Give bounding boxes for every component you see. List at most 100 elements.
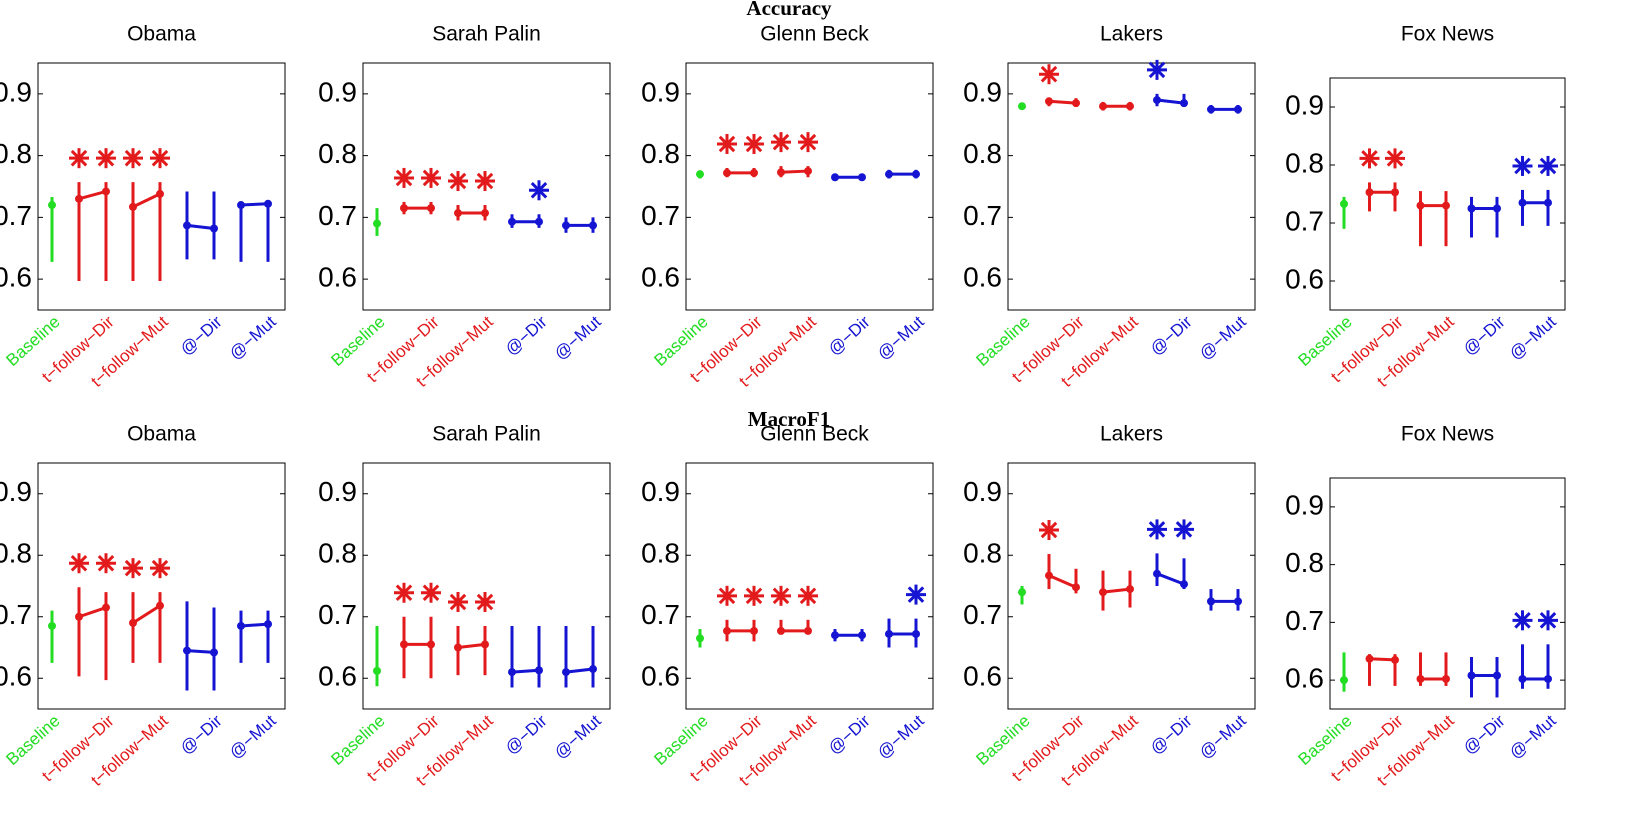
y-tick-label: 0.7 (963, 200, 1002, 231)
plot-frame (1329, 77, 1566, 311)
panel-title: Glenn Beck (760, 23, 869, 46)
category-label: @−Mut (874, 312, 928, 363)
y-tick-label: 0.6 (0, 262, 32, 293)
point (1099, 588, 1107, 597)
series-line (132, 604, 161, 625)
category-label: @−Dir (1460, 312, 1509, 359)
point (1518, 674, 1527, 683)
point (1391, 655, 1399, 664)
point (1180, 99, 1188, 108)
point (750, 626, 758, 635)
series-line (1048, 99, 1077, 105)
series-line (1102, 587, 1131, 594)
star-stroke (476, 593, 494, 611)
point (589, 665, 597, 674)
y-tick-label: 0.9 (963, 76, 1002, 107)
point (75, 194, 83, 203)
star-stroke (718, 135, 736, 153)
y-tick-label: 0.7 (318, 599, 357, 630)
plot-frame (1007, 62, 1256, 311)
y-tick-label: 0.9 (963, 476, 1002, 507)
significance-star (744, 133, 764, 154)
point (696, 170, 704, 179)
star-stroke (745, 135, 763, 153)
category-label: @−Mut (551, 711, 605, 762)
category-label: @−Dir (1147, 312, 1196, 359)
series-line (132, 192, 161, 209)
point (373, 666, 381, 675)
significance-star (771, 585, 791, 606)
significance-star (1385, 148, 1405, 169)
point (1045, 97, 1053, 106)
point (1467, 671, 1476, 680)
star-stroke (799, 133, 817, 151)
star-stroke (907, 586, 925, 603)
point (1467, 204, 1476, 213)
star-stroke (1175, 521, 1193, 538)
point (912, 629, 920, 638)
point (1153, 569, 1161, 578)
point (1180, 580, 1188, 589)
panel-title: Sarah Palin (432, 423, 541, 446)
panel-title: Glenn Beck (760, 423, 869, 446)
panel-title: Fox News (1401, 423, 1494, 446)
y-tick-label: 0.7 (318, 200, 357, 231)
significance-star (150, 558, 170, 579)
point (156, 189, 164, 198)
category-label: @−Mut (226, 711, 280, 762)
series-line (565, 667, 594, 674)
point (885, 629, 893, 638)
point (508, 668, 516, 677)
row-title: Accuracy (746, 0, 832, 20)
significance-star (1039, 520, 1059, 541)
point (1072, 583, 1080, 592)
point (1126, 585, 1134, 594)
point (1493, 671, 1501, 680)
significance-star (798, 132, 818, 153)
significance-star (96, 553, 116, 574)
series-line (186, 649, 215, 654)
point (156, 601, 164, 610)
y-tick-label: 0.8 (318, 538, 357, 569)
plot-frame (362, 462, 611, 710)
category-label: @−Dir (1460, 711, 1509, 758)
star-stroke (449, 172, 467, 190)
panel-title: Obama (127, 23, 196, 46)
star-stroke (97, 149, 115, 167)
significance-star (1538, 610, 1558, 631)
point (237, 621, 245, 630)
point (508, 217, 516, 226)
star-stroke (124, 149, 142, 167)
category-label: @−Mut (551, 312, 605, 363)
point (454, 643, 462, 652)
significance-star (96, 148, 116, 169)
y-tick-label: 0.9 (641, 476, 680, 507)
significance-star (771, 132, 791, 153)
point (831, 173, 839, 182)
star-stroke (151, 559, 169, 577)
y-tick-label: 0.9 (0, 76, 32, 107)
point (1153, 96, 1161, 105)
y-tick-label: 0.6 (0, 661, 32, 692)
star-stroke (1148, 521, 1166, 538)
star-stroke (70, 149, 88, 167)
y-tick-label: 0.9 (1285, 89, 1324, 120)
y-tick-label: 0.9 (641, 76, 680, 107)
point (102, 603, 110, 612)
series-line (780, 169, 809, 174)
y-tick-label: 0.9 (318, 476, 357, 507)
point (129, 202, 137, 211)
significance-star (717, 585, 737, 606)
significance-star (744, 585, 764, 606)
panel-title: Lakers (1100, 23, 1163, 46)
series-line (511, 668, 540, 674)
point (481, 640, 489, 649)
significance-star (123, 558, 143, 579)
panel-title: Sarah Palin (432, 23, 541, 46)
point (427, 640, 435, 649)
point (1365, 188, 1374, 197)
point (1126, 102, 1134, 111)
series-line (186, 223, 215, 230)
point (750, 168, 758, 177)
